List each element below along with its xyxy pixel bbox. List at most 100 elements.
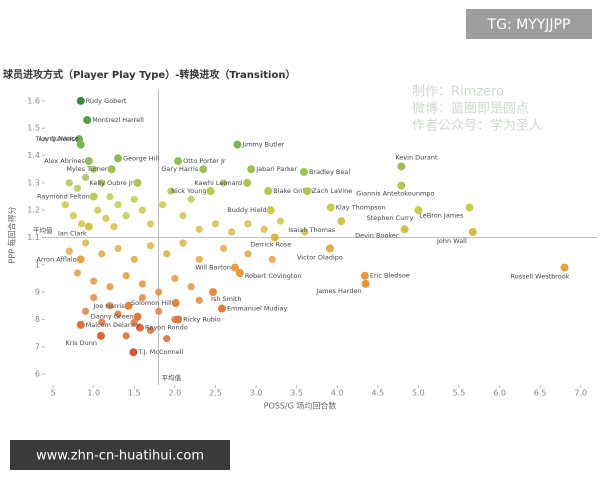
x-tick-label: 3.5 bbox=[290, 389, 303, 398]
reference-label: 平均值 bbox=[162, 373, 182, 382]
point bbox=[122, 332, 130, 340]
point-label: Jimmy Butler bbox=[241, 141, 284, 149]
point-label: Joe Harris bbox=[92, 302, 125, 310]
point bbox=[102, 214, 110, 222]
point-label: Kevin Durant bbox=[395, 153, 438, 161]
point bbox=[146, 220, 155, 228]
point bbox=[414, 206, 423, 215]
y-tick-label: 1 bbox=[35, 260, 40, 269]
point bbox=[244, 250, 252, 258]
plot: 5 1.0 1.5 2.0 2.5 3.0 3.5 4.0 4.5 5.0 5.5 6.0 6.5 7.0… bbox=[27, 90, 597, 398]
point bbox=[114, 154, 123, 163]
point bbox=[73, 269, 82, 277]
point bbox=[90, 277, 98, 285]
point bbox=[560, 263, 569, 272]
point bbox=[235, 269, 244, 278]
point-label: Montrezl Harrell bbox=[92, 116, 144, 124]
point bbox=[138, 280, 147, 288]
point bbox=[187, 283, 195, 291]
x-tick-label: 5.0 bbox=[412, 389, 425, 398]
y-tick-label: 1.6 bbox=[27, 96, 40, 105]
point bbox=[106, 302, 114, 310]
chart-title: 球员进攻方式（Player Play Type）-转换进攻（Transition… bbox=[3, 68, 295, 81]
point-label: Will Barton bbox=[195, 264, 231, 272]
point-label: T.J. McConnell bbox=[137, 348, 183, 356]
point-label: Blake Griffin bbox=[273, 187, 313, 195]
point bbox=[76, 140, 85, 149]
point bbox=[76, 96, 85, 105]
point bbox=[260, 225, 268, 233]
point bbox=[397, 181, 406, 190]
x-axis-label: POSS/G 场均回合数 bbox=[264, 401, 337, 411]
point bbox=[61, 201, 69, 209]
credit-watermark: 作者公众号：学为圣人 bbox=[412, 118, 542, 134]
point bbox=[135, 323, 144, 332]
y-tick-label: 1.2 bbox=[27, 206, 40, 215]
point bbox=[219, 179, 228, 187]
point bbox=[106, 283, 114, 291]
x-tick-label: 5.5 bbox=[453, 389, 466, 398]
point bbox=[171, 274, 179, 283]
point bbox=[174, 315, 183, 324]
site-watermark: www.zhn-cn-huatihui.com bbox=[36, 449, 204, 464]
point bbox=[76, 255, 85, 264]
point bbox=[397, 162, 406, 171]
point bbox=[209, 288, 218, 297]
point bbox=[337, 217, 346, 226]
point bbox=[138, 293, 147, 302]
point bbox=[195, 255, 203, 263]
point bbox=[159, 201, 167, 209]
point bbox=[187, 195, 195, 203]
point bbox=[90, 165, 98, 173]
point bbox=[122, 272, 130, 280]
y-tick-label: 8 bbox=[35, 315, 40, 324]
point-label: Isaiah Thomas bbox=[288, 226, 336, 234]
point bbox=[76, 320, 85, 329]
point bbox=[270, 233, 279, 242]
x-tick-label: 1.0 bbox=[87, 389, 100, 398]
y-tick-label: 1.5 bbox=[27, 124, 40, 133]
point bbox=[299, 167, 308, 176]
point bbox=[276, 217, 285, 225]
point bbox=[146, 242, 155, 250]
point bbox=[179, 212, 187, 220]
credit-watermark: 微博：篮圈即是圆点 bbox=[412, 102, 529, 117]
point bbox=[98, 179, 106, 187]
site-box bbox=[10, 440, 230, 470]
point bbox=[195, 225, 203, 233]
point bbox=[247, 165, 256, 174]
point-label: Rayon Rondo bbox=[145, 324, 188, 332]
point bbox=[163, 334, 171, 343]
point bbox=[155, 288, 163, 296]
point bbox=[465, 203, 474, 212]
point bbox=[90, 293, 98, 302]
point-label: Raymond Felton bbox=[37, 193, 90, 201]
point bbox=[129, 348, 138, 357]
x-tick-label: 7.0 bbox=[574, 389, 587, 398]
point-label: LeBron James bbox=[419, 211, 464, 219]
x-tick-label: 1.5 bbox=[128, 389, 141, 398]
point bbox=[174, 157, 183, 166]
point bbox=[98, 250, 106, 258]
x-tick-label: 2.5 bbox=[209, 389, 222, 398]
x-tick-label: 6.5 bbox=[534, 389, 547, 398]
point-label: Kris Dunn bbox=[65, 339, 97, 347]
point bbox=[243, 178, 252, 187]
point bbox=[106, 192, 114, 201]
point bbox=[303, 187, 312, 196]
point bbox=[167, 187, 175, 195]
point-label: Arron Afflalo bbox=[37, 255, 77, 263]
y-tick-label: 9 bbox=[35, 288, 40, 297]
point-label: Klay Thompson bbox=[336, 203, 386, 211]
point-label: Stephen Curry bbox=[367, 214, 414, 222]
point bbox=[230, 263, 239, 272]
point bbox=[124, 301, 133, 310]
point-label: Devin Booker bbox=[355, 231, 399, 239]
point-label: Gary Harris bbox=[161, 165, 199, 173]
point bbox=[84, 157, 93, 166]
point bbox=[130, 195, 138, 203]
point-label: John Wall bbox=[436, 237, 467, 245]
point bbox=[400, 225, 409, 234]
point-label: Ricky Rubio bbox=[183, 315, 221, 323]
point bbox=[97, 331, 106, 340]
